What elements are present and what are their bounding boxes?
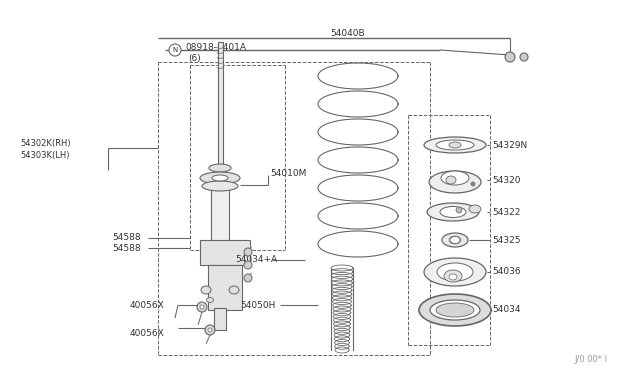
Text: 40056X: 40056X xyxy=(130,328,164,337)
Circle shape xyxy=(505,52,515,62)
Ellipse shape xyxy=(202,181,238,191)
Ellipse shape xyxy=(427,203,479,221)
Bar xyxy=(214,308,226,330)
Circle shape xyxy=(520,53,528,61)
Bar xyxy=(211,182,229,248)
Circle shape xyxy=(244,261,252,269)
Ellipse shape xyxy=(449,274,457,280)
Ellipse shape xyxy=(436,140,474,150)
Ellipse shape xyxy=(446,176,456,184)
Ellipse shape xyxy=(436,303,474,317)
Bar xyxy=(200,240,250,265)
Text: 54303K(LH): 54303K(LH) xyxy=(20,151,70,160)
Text: 54320: 54320 xyxy=(492,176,520,185)
Ellipse shape xyxy=(209,164,231,172)
Text: 54050H: 54050H xyxy=(240,301,275,310)
Text: 54034: 54034 xyxy=(492,305,520,314)
Circle shape xyxy=(208,328,212,332)
Ellipse shape xyxy=(429,171,481,193)
Ellipse shape xyxy=(424,137,486,153)
Ellipse shape xyxy=(444,270,462,282)
Ellipse shape xyxy=(229,286,239,294)
Text: (6): (6) xyxy=(188,54,201,62)
Text: 54010M: 54010M xyxy=(270,169,307,177)
Ellipse shape xyxy=(200,172,240,184)
Text: 54588: 54588 xyxy=(112,232,141,241)
Circle shape xyxy=(456,207,462,213)
Bar xyxy=(208,265,242,310)
Ellipse shape xyxy=(437,263,473,281)
Bar xyxy=(218,42,223,170)
Ellipse shape xyxy=(469,205,481,213)
Text: J/0 00* I: J/0 00* I xyxy=(575,356,608,365)
Ellipse shape xyxy=(201,286,211,294)
Circle shape xyxy=(200,305,204,309)
Ellipse shape xyxy=(450,237,460,244)
Ellipse shape xyxy=(440,206,466,218)
Text: 54329N: 54329N xyxy=(492,141,527,150)
Ellipse shape xyxy=(212,175,228,181)
Ellipse shape xyxy=(441,171,469,185)
Text: 54302K(RH): 54302K(RH) xyxy=(20,138,70,148)
Circle shape xyxy=(205,325,215,335)
Circle shape xyxy=(244,248,252,256)
Text: 54040B: 54040B xyxy=(330,29,365,38)
Ellipse shape xyxy=(449,142,461,148)
Ellipse shape xyxy=(442,233,468,247)
Circle shape xyxy=(169,44,181,56)
Text: 54036: 54036 xyxy=(492,267,520,276)
Ellipse shape xyxy=(419,294,491,326)
Ellipse shape xyxy=(207,298,214,302)
Text: 08918-3401A: 08918-3401A xyxy=(185,42,246,51)
Circle shape xyxy=(471,182,475,186)
Circle shape xyxy=(197,302,207,312)
Circle shape xyxy=(244,274,252,282)
Text: N: N xyxy=(172,47,178,53)
Text: 54588: 54588 xyxy=(112,244,141,253)
Ellipse shape xyxy=(430,300,480,320)
Text: 54034+A: 54034+A xyxy=(235,256,277,264)
Text: 54322: 54322 xyxy=(492,208,520,217)
Text: 40056X: 40056X xyxy=(130,301,164,310)
Text: 54325: 54325 xyxy=(492,235,520,244)
Ellipse shape xyxy=(424,258,486,286)
